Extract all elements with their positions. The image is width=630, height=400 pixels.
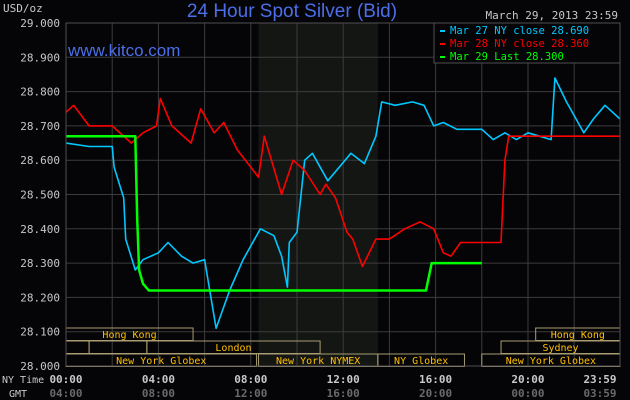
- legend-swatch: [440, 56, 445, 58]
- x-tick-label: 16:00: [419, 373, 452, 386]
- x-tick-label: 20:00: [419, 387, 452, 400]
- y-tick-label: 28.700: [20, 120, 60, 133]
- series-line: [65, 97, 620, 268]
- x-tick-label: 16:00: [327, 387, 360, 400]
- y-tick-label: 28.100: [20, 326, 60, 339]
- x-tick-label: 08:00: [142, 387, 175, 400]
- legend-swatch: [440, 43, 445, 45]
- session-label: Hong Kong: [102, 330, 156, 341]
- session-label: Hong Kong: [551, 330, 605, 341]
- grid: [66, 22, 620, 367]
- y-tick-label: 28.500: [20, 189, 60, 202]
- x-tick-label: 12:00: [234, 387, 267, 400]
- x-axis-row-label: GMT: [9, 389, 27, 400]
- legend-swatch: [440, 30, 445, 32]
- y-tick-label: 28.200: [20, 291, 60, 304]
- x-tick-label: 12:00: [327, 373, 360, 386]
- legend-box: [433, 22, 621, 64]
- session-box: [65, 340, 90, 354]
- legend-entry: Mar 27 NY close 28.690: [450, 25, 589, 37]
- y-tick-label: 28.400: [20, 223, 60, 236]
- timestamp: March 29, 2013 23:59: [486, 9, 618, 22]
- x-tick-label: 00:00: [511, 387, 544, 400]
- y-tick-label: 29.000: [20, 17, 60, 30]
- x-tick-label: 00:00: [49, 373, 82, 386]
- session-label: Sydney: [542, 343, 578, 354]
- y-tick-label: 28.900: [20, 51, 60, 64]
- y-axis-unit: USD/oz: [3, 2, 43, 15]
- y-tick-label: 28.800: [20, 86, 60, 99]
- y-tick-label: 28.600: [20, 154, 60, 167]
- y-tick-label: 28.300: [20, 257, 60, 270]
- legend-entry: Mar 29 Last 28.300: [450, 51, 564, 63]
- session-box: [88, 340, 148, 354]
- x-tick-label: 20:00: [511, 373, 544, 386]
- session-label: NY Globex: [394, 356, 448, 367]
- x-tick-label: 23:59: [583, 373, 616, 386]
- plot-frame: [65, 22, 621, 367]
- x-tick-labels: NY Time 00:00 04:00 08:00 12:00 16:00 20:00 23:…: [2, 373, 617, 400]
- x-axis-row-label: NY Time: [2, 375, 44, 386]
- session-label: London: [215, 343, 251, 354]
- session-label: New York NYMEX: [276, 356, 360, 367]
- chart-title: 24 Hour Spot Silver (Bid): [187, 1, 397, 22]
- x-tick-label: 04:00: [142, 373, 175, 386]
- series-line: [65, 77, 621, 330]
- series-lines: [65, 77, 621, 330]
- series-line: [66, 134, 482, 292]
- x-tick-label: 04:00: [49, 387, 82, 400]
- x-tick-label: 08:00: [234, 373, 267, 386]
- session-label: New York Globex: [116, 356, 206, 367]
- y-tick-labels: 29.000 28.900 28.800 28.700 28.600 28.500 28.4…: [20, 17, 60, 373]
- y-tick-label: 28.000: [20, 360, 60, 373]
- kitco-watermark: www.kitco.com: [67, 41, 180, 60]
- session-label: New York Globex: [506, 356, 596, 367]
- legend-entry: Mar 28 NY close 28.360: [450, 38, 589, 50]
- x-tick-label: 03:59: [583, 387, 616, 400]
